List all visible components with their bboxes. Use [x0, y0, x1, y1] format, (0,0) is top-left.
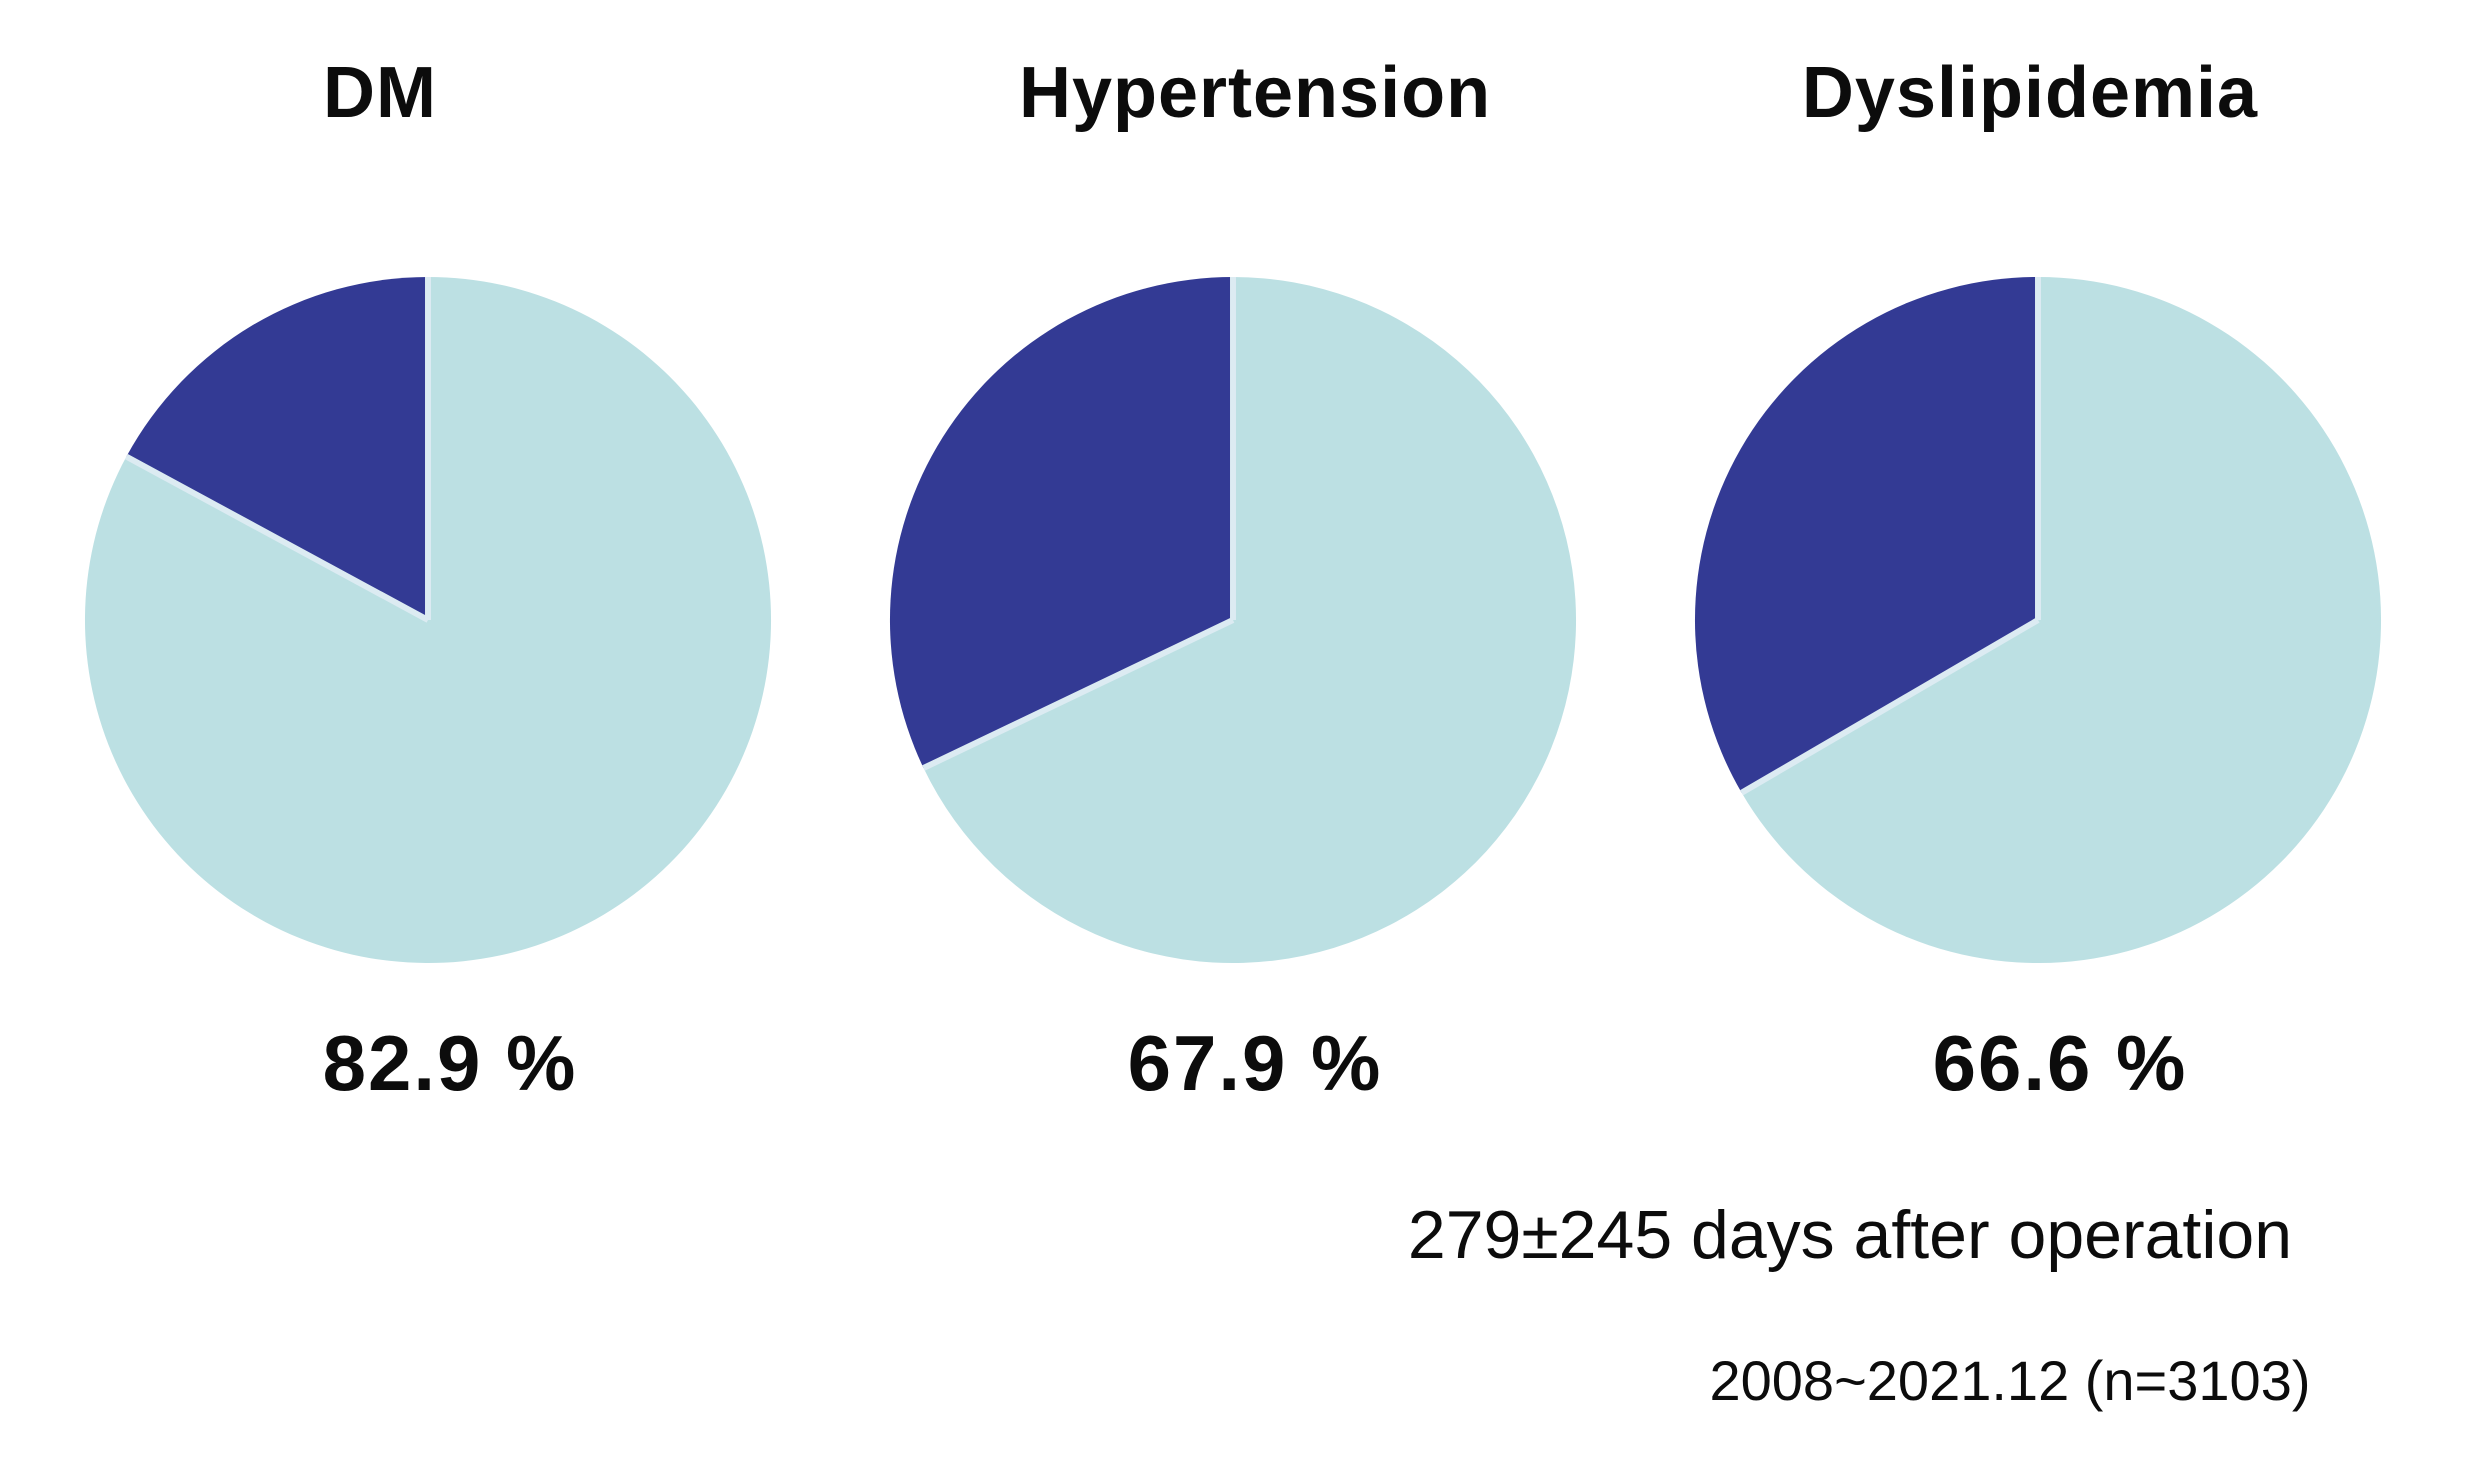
percent-label-dm: 82.9 % [322, 1019, 578, 1107]
pie-chart-hypertension [889, 276, 1577, 964]
annotation-period-sample-size: 2008~2021.12 (n=3103) [1709, 1349, 2311, 1412]
pie-chart-dm [84, 276, 772, 964]
pie-chart-dyslipidemia [1694, 276, 2382, 964]
percent-label-dyslipidemia: 66.6 % [1932, 1019, 2188, 1107]
percent-label-hypertension: 67.9 % [1127, 1019, 1383, 1107]
annotation-days-after-operation: 279±245 days after operation [1407, 1197, 2293, 1273]
pie-title-hypertension: Hypertension [1018, 53, 1492, 133]
pie-title-dm: DM [323, 53, 437, 133]
pie-title-dyslipidemia: Dyslipidemia [1801, 53, 2259, 133]
